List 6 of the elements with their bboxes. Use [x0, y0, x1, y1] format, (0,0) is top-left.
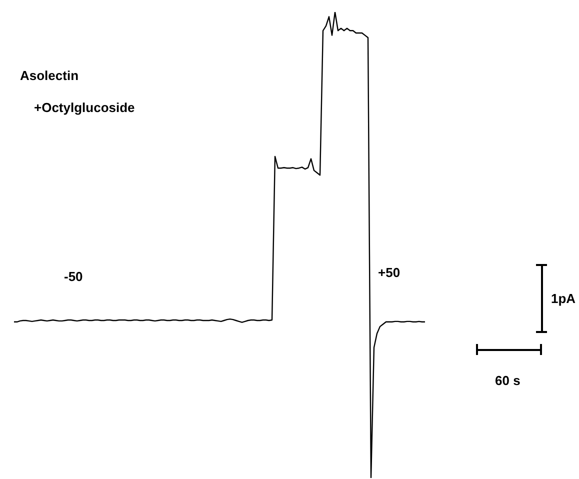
text: 1pA: [551, 291, 576, 306]
annotation: +Octylglucoside: [34, 100, 135, 115]
annotation: Asolectin: [20, 68, 79, 83]
annotation: +50: [378, 265, 400, 280]
text: 60 s: [495, 373, 520, 388]
annotation: -50: [64, 269, 83, 284]
